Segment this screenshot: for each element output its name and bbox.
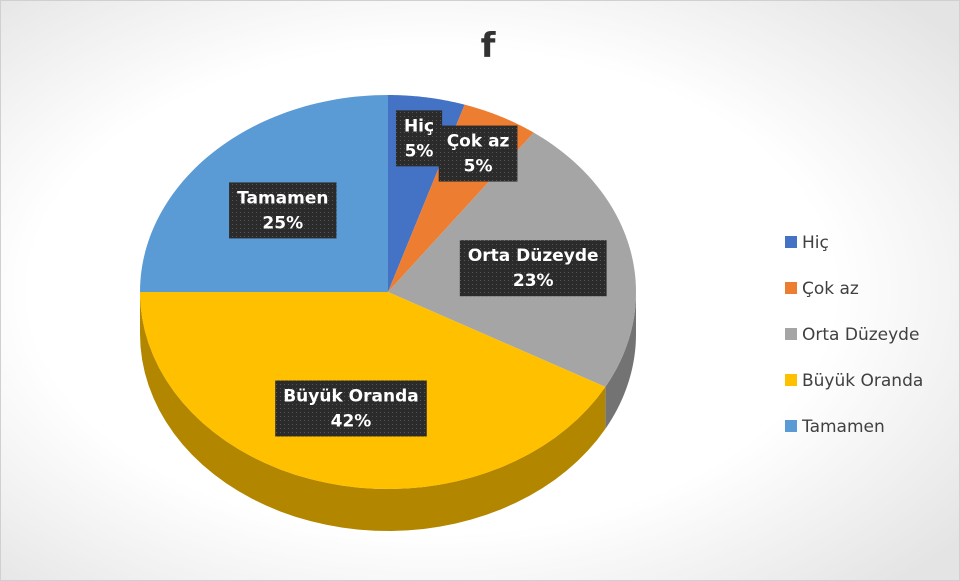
label-name: Hiç bbox=[404, 116, 434, 136]
data-label: Orta Düzeyde 23% bbox=[459, 240, 607, 297]
legend-label: Tamamen bbox=[801, 417, 885, 437]
label-box bbox=[395, 110, 443, 167]
label-value: 23% bbox=[513, 271, 554, 291]
legend-label: Büyük Oranda bbox=[802, 371, 923, 391]
label-box bbox=[459, 240, 607, 297]
label-value: 5% bbox=[405, 141, 434, 161]
label-name: Tamamen bbox=[237, 188, 328, 208]
label-box bbox=[229, 182, 337, 239]
label-value: 25% bbox=[262, 213, 303, 233]
legend-swatch bbox=[785, 374, 797, 386]
legend-label: Hiç bbox=[802, 233, 829, 253]
data-label: Çok az 5% bbox=[438, 125, 518, 182]
legend-swatch bbox=[785, 236, 797, 248]
chart-title: f bbox=[481, 26, 497, 66]
label-name: Çok az bbox=[447, 132, 510, 152]
label-box bbox=[438, 125, 518, 182]
label-box bbox=[275, 380, 427, 437]
label-value: 42% bbox=[331, 411, 372, 431]
legend-label: Orta Düzeyde bbox=[802, 325, 919, 345]
slice-side bbox=[605, 292, 636, 429]
slice-side bbox=[140, 292, 606, 531]
label-name: Büyük Oranda bbox=[283, 386, 419, 406]
label-value: 5% bbox=[464, 157, 493, 177]
data-label: Büyük Oranda 42% bbox=[275, 380, 427, 437]
legend-swatch bbox=[785, 328, 797, 340]
data-label: Hiç 5% bbox=[395, 110, 443, 167]
legend-swatch bbox=[785, 282, 797, 294]
legend-label: Çok az bbox=[802, 279, 859, 299]
legend-swatch bbox=[785, 420, 797, 432]
label-name: Orta Düzeyde bbox=[468, 246, 599, 266]
data-label: Tamamen 25% bbox=[229, 182, 337, 239]
